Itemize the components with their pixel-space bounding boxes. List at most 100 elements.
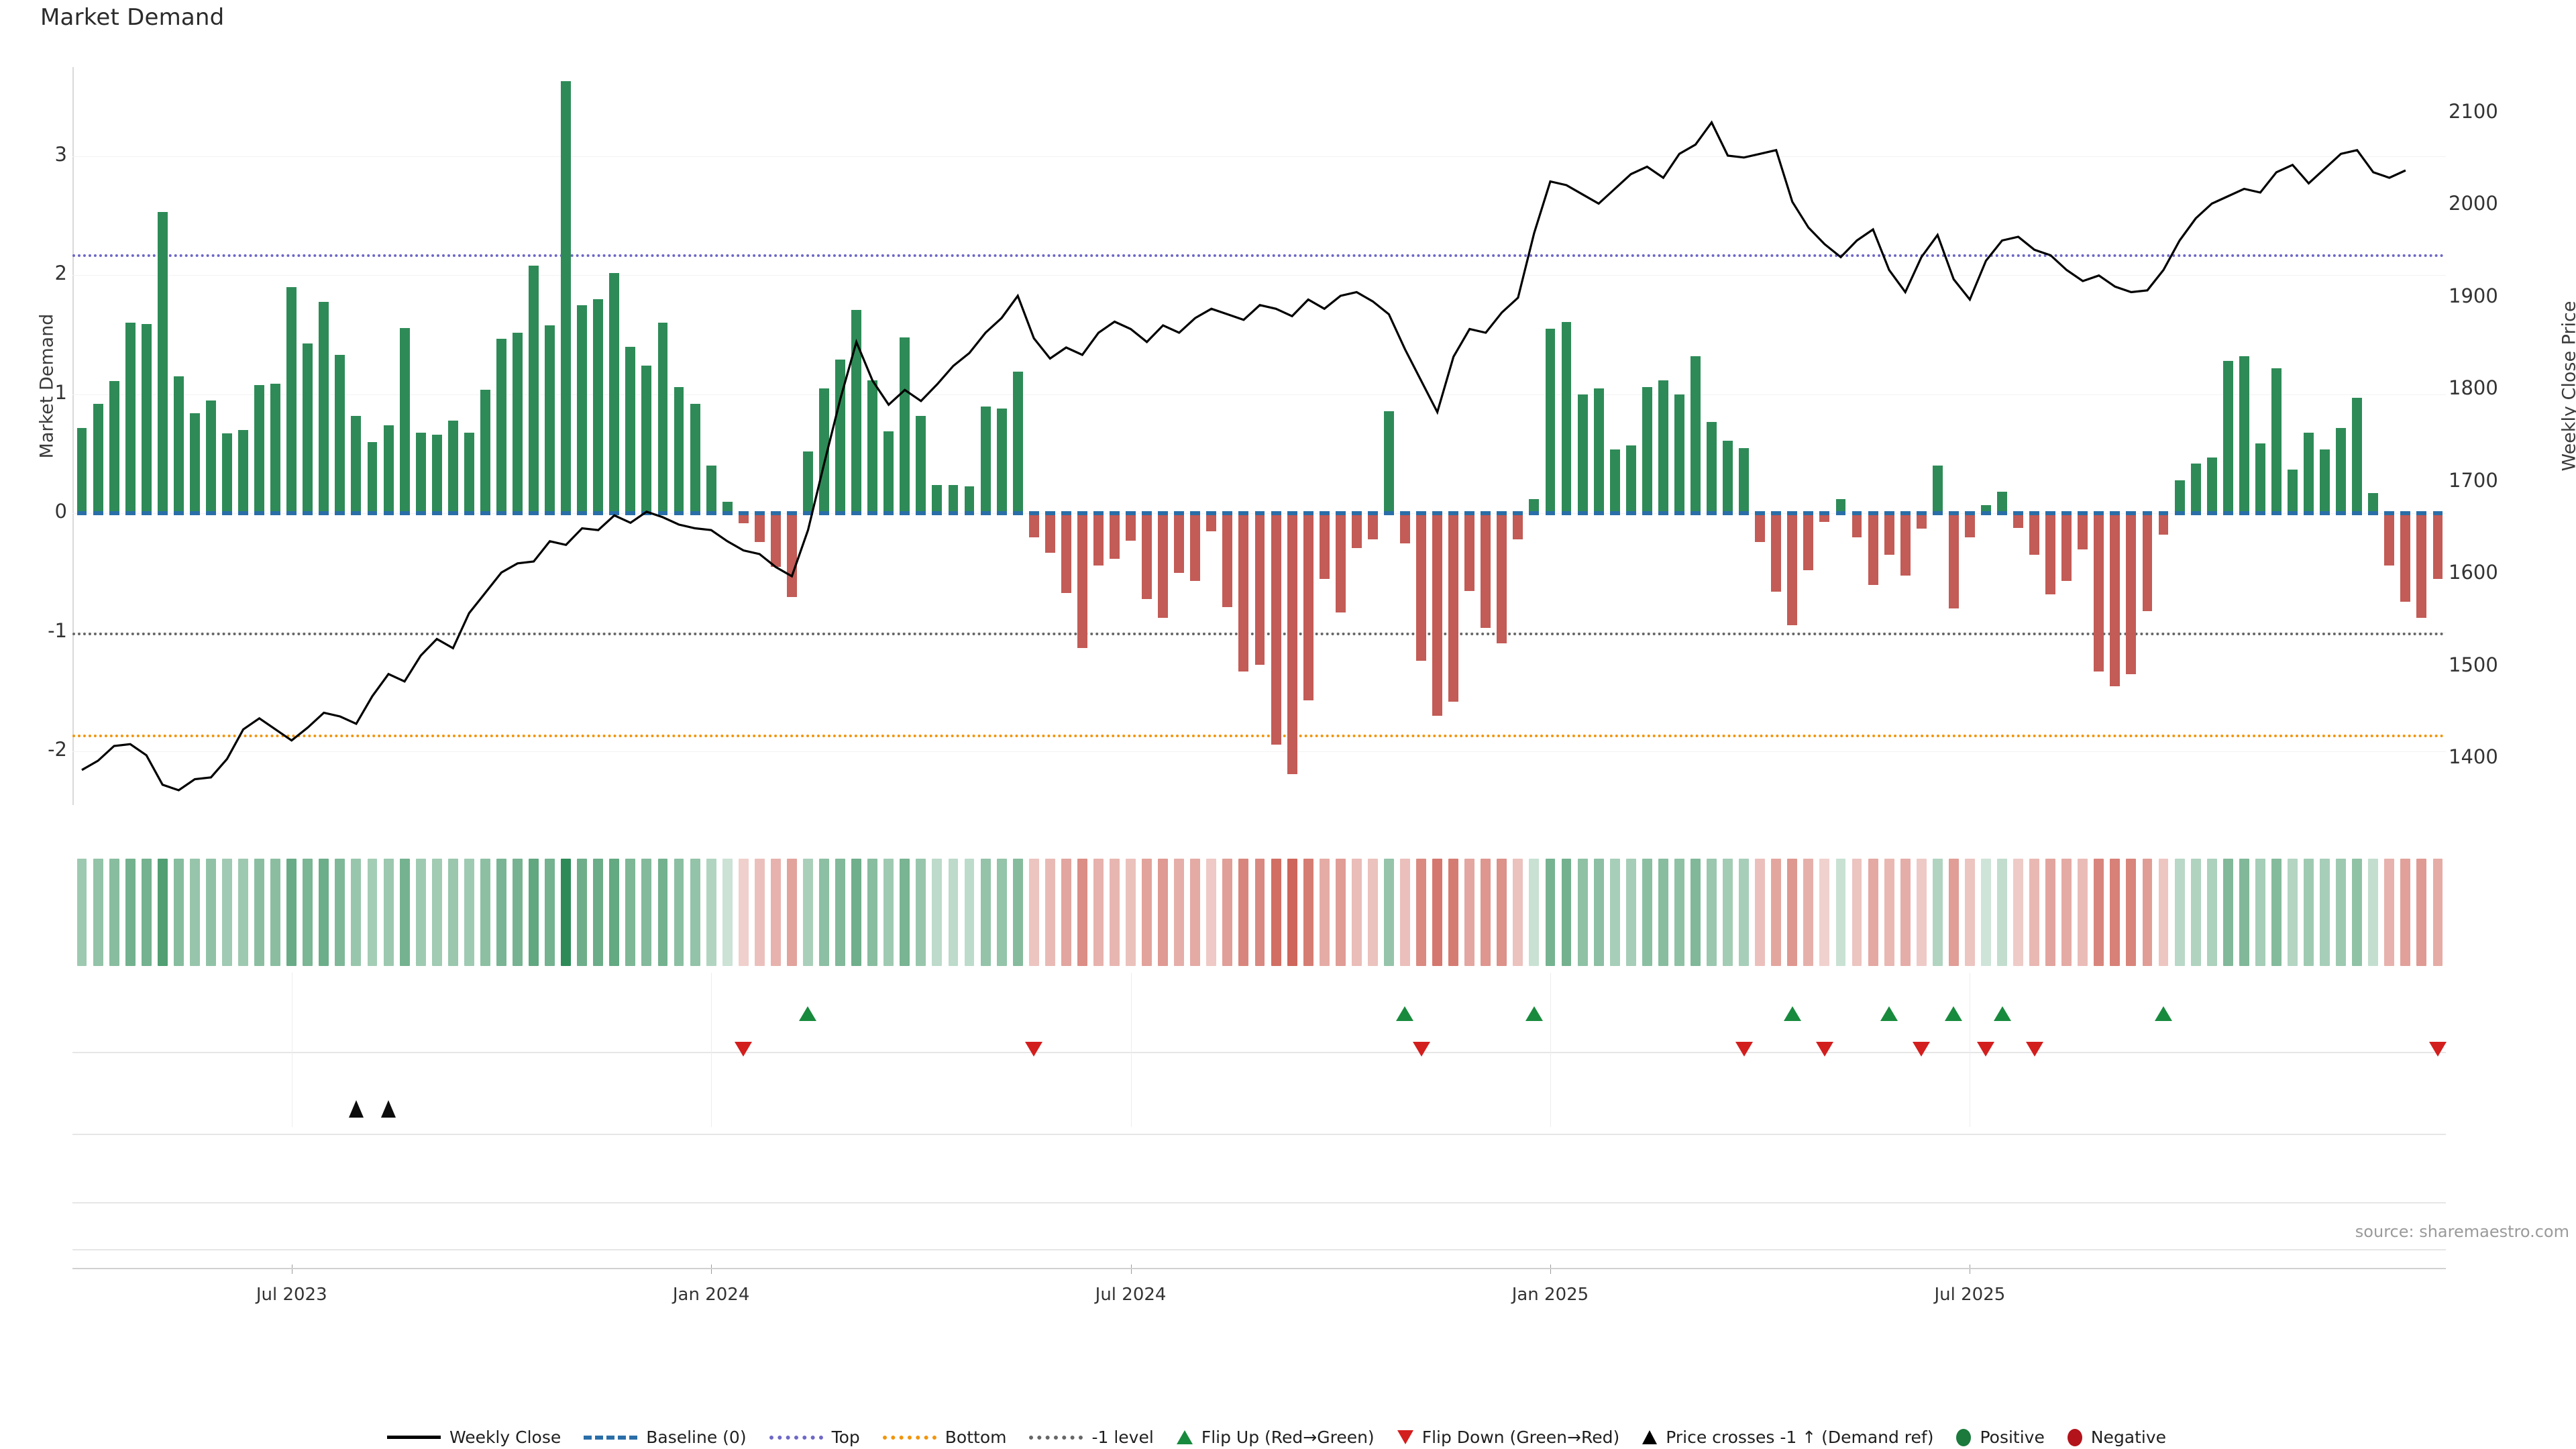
legend-label: Flip Up (Red→Green) xyxy=(1201,1428,1375,1447)
y2-tick-label: 1700 xyxy=(2449,468,2498,492)
baseline-zero-segment xyxy=(1174,511,1185,516)
row-separator xyxy=(72,1202,2446,1203)
demand-bar xyxy=(1481,513,1491,628)
legend-item[interactable]: Baseline (0) xyxy=(584,1428,747,1447)
demand-bar xyxy=(1028,513,1039,537)
baseline-zero-segment xyxy=(1319,511,1330,516)
demand-bar xyxy=(2013,513,2023,528)
demand-bar xyxy=(1545,329,1556,514)
baseline-zero-segment xyxy=(189,511,200,516)
legend-item[interactable]: Bottom xyxy=(882,1428,1006,1447)
demand-bar xyxy=(1351,513,1362,548)
heatmap-cell xyxy=(2110,859,2121,966)
demand-bar xyxy=(529,266,539,514)
triangle-up-black-icon xyxy=(1642,1430,1658,1444)
baseline-zero-segment xyxy=(1254,511,1265,516)
baseline-zero-segment xyxy=(1400,511,1410,516)
heatmap-cell xyxy=(1432,859,1443,966)
vertical-gridline xyxy=(711,1085,712,1127)
demand-bar xyxy=(2384,513,2395,566)
flip-up-marker xyxy=(1525,1006,1543,1021)
legend-item[interactable]: Flip Up (Red→Green) xyxy=(1176,1428,1375,1447)
y2-tick-label: 2000 xyxy=(2449,192,2498,215)
demand-bar xyxy=(803,451,813,514)
legend-item[interactable]: Price crosses -1 ↑ (Demand ref) xyxy=(1642,1428,1933,1447)
legend-item[interactable]: -1 level xyxy=(1029,1428,1154,1447)
flip-up-marker xyxy=(1880,1006,1898,1021)
demand-bar xyxy=(2110,513,2121,686)
baseline-zero-segment xyxy=(1367,511,1378,516)
baseline-zero-segment xyxy=(1303,511,1313,516)
baseline-zero-segment xyxy=(1884,511,1894,516)
baseline-zero-segment xyxy=(1948,511,1959,516)
demand-bar xyxy=(189,413,200,514)
demand-bar xyxy=(900,337,910,514)
heatmap-cell xyxy=(1561,859,1572,966)
baseline-zero-segment xyxy=(2288,511,2298,516)
triangle-down-red-icon xyxy=(1397,1430,1413,1444)
heatmap-cell xyxy=(2432,859,2443,966)
y-tick-label: -1 xyxy=(48,619,67,642)
demand-bar xyxy=(1658,380,1668,514)
legend-item[interactable]: Top xyxy=(769,1428,860,1447)
demand-bar xyxy=(690,404,700,514)
heatmap-cell xyxy=(303,859,313,966)
baseline-zero-segment xyxy=(2029,511,2040,516)
demand-bar xyxy=(1771,513,1782,592)
demand-bar xyxy=(1400,513,1410,543)
baseline-zero-segment xyxy=(1900,511,1911,516)
baseline-zero-segment xyxy=(980,511,991,516)
baseline-zero-segment xyxy=(738,511,749,516)
heatmap-cell xyxy=(2384,859,2395,966)
y-tick-label: 1 xyxy=(54,380,67,404)
heatmap-cell xyxy=(932,859,943,966)
baseline-zero-segment xyxy=(964,511,975,516)
baseline-zero-segment xyxy=(270,511,281,516)
demand-bar xyxy=(1803,513,1814,571)
heatmap-cell xyxy=(1319,859,1330,966)
legend-item[interactable]: Negative xyxy=(2067,1428,2166,1447)
legend-label: Price crosses -1 ↑ (Demand ref) xyxy=(1666,1428,1934,1447)
demand-bar xyxy=(2174,480,2185,514)
heatmap-cell xyxy=(1028,859,1039,966)
demand-bar xyxy=(2061,513,2072,582)
baseline-zero-segment xyxy=(254,511,265,516)
demand-bar xyxy=(932,484,943,514)
legend-item[interactable]: Flip Down (Green→Red) xyxy=(1397,1428,1619,1447)
demand-bar xyxy=(1061,513,1071,594)
demand-bar xyxy=(2304,432,2314,514)
legend-label: Positive xyxy=(1980,1428,2045,1447)
baseline-zero-segment xyxy=(916,511,926,516)
heatmap-cell xyxy=(335,859,345,966)
y2-tick-label: 1900 xyxy=(2449,284,2498,307)
legend-item[interactable]: Positive xyxy=(1956,1428,2045,1447)
legend-label: Top xyxy=(831,1428,860,1447)
flip-down-marker xyxy=(2428,1042,2447,1057)
baseline-zero-segment xyxy=(1012,511,1023,516)
x-tick-label: Jan 2025 xyxy=(1511,1285,1589,1305)
baseline-zero-segment xyxy=(1238,511,1249,516)
heatmap-cell xyxy=(1577,859,1588,966)
demand-bar xyxy=(1851,513,1862,537)
demand-bar xyxy=(851,309,862,514)
demand-bar xyxy=(367,441,378,514)
demand-bar xyxy=(1383,411,1394,514)
flip-up-marker xyxy=(1945,1006,1963,1021)
x-tick-label: Jul 2024 xyxy=(1095,1285,1167,1305)
demand-bar xyxy=(980,406,991,514)
baseline-zero-segment xyxy=(2158,511,2169,516)
baseline-zero-segment xyxy=(2239,511,2249,516)
demand-bar xyxy=(1222,513,1233,608)
y2-tick-label: 1600 xyxy=(2449,561,2498,584)
baseline-zero-segment xyxy=(2336,511,2347,516)
baseline-zero-segment xyxy=(770,511,781,516)
heatmap-cell xyxy=(1803,859,1814,966)
demand-bar xyxy=(1948,513,1959,609)
baseline-zero-segment xyxy=(657,511,668,516)
heatmap-cell xyxy=(706,859,716,966)
heatmap-cell xyxy=(2400,859,2411,966)
legend-item[interactable]: Weekly Close xyxy=(386,1428,561,1447)
heatmap-cell xyxy=(819,859,829,966)
demand-bar xyxy=(1497,513,1507,643)
baseline-zero-segment xyxy=(1416,511,1426,516)
